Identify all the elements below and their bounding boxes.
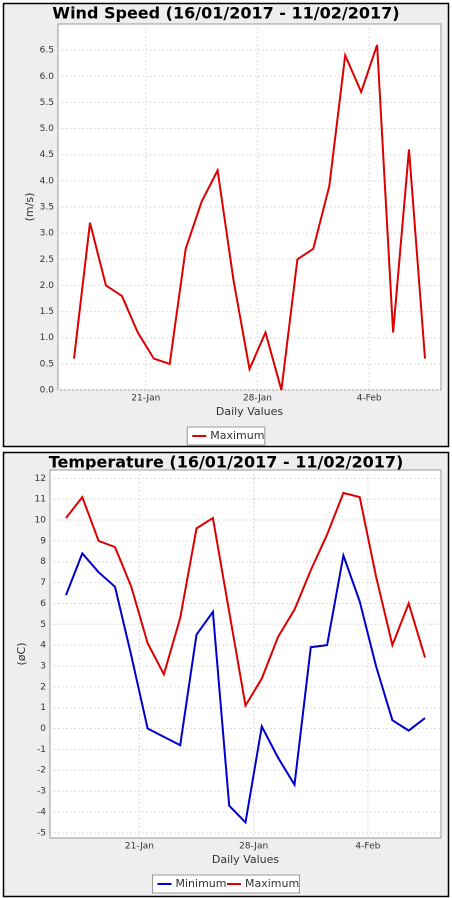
x-tick-label: 21-Jan	[131, 394, 160, 404]
legend-label: Minimum	[176, 877, 227, 890]
legend	[152, 874, 300, 894]
y-tick-label: -4	[37, 807, 46, 817]
y-tick-label: 0	[40, 724, 46, 734]
y-tick-label: 2.5	[40, 255, 54, 265]
y-tick-label: 4.0	[40, 176, 55, 186]
legend-label: Maximum	[210, 429, 264, 442]
x-tick-label: 28-Jan	[243, 394, 272, 404]
y-tick-label: 1.0	[40, 333, 55, 343]
y-tick-label: 11	[35, 495, 46, 505]
x-axis-label: Daily Values	[212, 853, 280, 866]
y-tick-label: -5	[37, 828, 46, 838]
legend-label: Maximum	[245, 877, 299, 890]
x-tick-label: 28-Jan	[239, 842, 268, 852]
y-tick-label: 1.5	[40, 307, 54, 317]
x-tick-label: 4-Feb	[357, 394, 382, 404]
y-tick-label: 1	[40, 703, 46, 713]
line-series	[65, 491, 426, 709]
y-tick-label: -1	[37, 745, 46, 755]
y-tick-label: 0.0	[40, 386, 55, 396]
x-tick-label: 21-Jan	[125, 842, 154, 852]
y-tick-label: 6.0	[40, 72, 55, 82]
y-tick-label: -2	[37, 766, 46, 776]
chart-title: Wind Speed (16/01/2017 - 11/02/2017)	[52, 4, 399, 23]
y-tick-label: 8	[40, 557, 46, 567]
y-tick-label: 5	[40, 620, 46, 630]
y-axis-label: (øC)	[15, 643, 28, 666]
y-tick-label: 6	[40, 599, 46, 609]
y-tick-label: 4.5	[40, 150, 54, 160]
y-tick-label: 7	[40, 578, 46, 588]
y-tick-label: 3	[40, 661, 46, 671]
y-tick-label: 12	[35, 474, 46, 484]
y-tick-label: 0.5	[40, 359, 54, 369]
y-tick-label: 2.0	[40, 281, 55, 291]
y-tick-label: 9	[40, 536, 46, 546]
y-tick-label: -3	[37, 787, 46, 797]
y-tick-label: 5.0	[40, 124, 55, 134]
y-tick-label: 5.5	[40, 98, 54, 108]
legend	[186, 426, 266, 446]
y-tick-label: 10	[35, 516, 47, 526]
y-tick-label: 6.5	[40, 46, 54, 56]
plot-area	[57, 23, 442, 391]
x-tick-label: 4-Feb	[355, 842, 380, 852]
line-series	[73, 44, 426, 391]
y-tick-label: 3.5	[40, 203, 54, 213]
line-series	[65, 551, 426, 825]
y-tick-label: 3.0	[40, 229, 55, 239]
x-axis-label: Daily Values	[216, 405, 284, 418]
plot-area	[49, 469, 442, 839]
y-tick-label: 4	[40, 641, 46, 651]
y-axis-label: (m/s)	[23, 193, 36, 222]
y-tick-label: 2	[40, 682, 46, 692]
chart-title: Temperature (16/01/2017 - 11/02/2017)	[49, 453, 404, 472]
